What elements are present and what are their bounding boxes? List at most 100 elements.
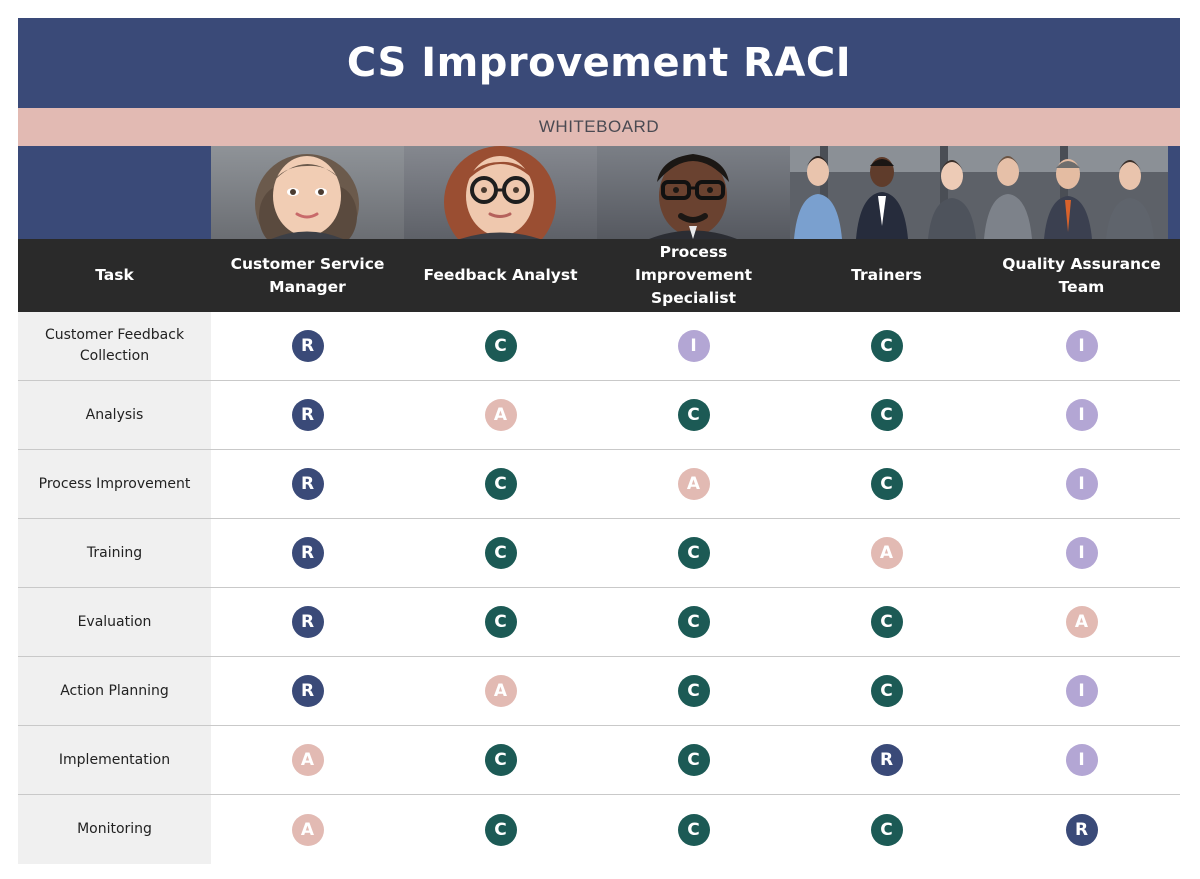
raci-cell: R: [211, 450, 404, 518]
raci-cell: C: [404, 450, 597, 518]
raci-cell: I: [983, 381, 1180, 449]
raci-badge: C: [677, 744, 710, 776]
raci-badge: C: [677, 813, 710, 846]
raci-cell: A: [597, 450, 790, 518]
column-header-role: Customer Service Manager: [230, 254, 385, 296]
raci-badge: C: [484, 744, 517, 776]
task-name: Analysis: [18, 381, 211, 449]
avatar-spacer: [18, 146, 211, 239]
raci-badge: C: [677, 675, 710, 707]
raci-cell: C: [404, 519, 597, 587]
raci-cell: C: [597, 795, 790, 864]
raci-badge: C: [484, 537, 517, 569]
raci-cell: R: [211, 519, 404, 587]
avatar-row: [18, 146, 1180, 239]
table-row: Analysis R A C C I: [18, 381, 1180, 450]
raci-badge: C: [484, 330, 517, 362]
table-row: Action Planning R A C C I: [18, 657, 1180, 726]
raci-cell: C: [597, 519, 790, 587]
raci-badge: R: [291, 468, 324, 500]
column-header-task: Task: [95, 266, 134, 284]
raci-cell: C: [404, 726, 597, 794]
task-name: Customer Feedback Collection: [18, 312, 211, 380]
raci-cell: I: [983, 726, 1180, 794]
raci-badge: C: [484, 468, 517, 500]
raci-badge: C: [484, 813, 517, 846]
customer-service-manager-avatar: [211, 146, 404, 239]
process-improvement-specialist-avatar: [597, 146, 790, 239]
raci-badge: I: [1065, 468, 1098, 500]
raci-badge: I: [1065, 675, 1098, 707]
raci-badge: R: [291, 399, 324, 431]
raci-cell: R: [211, 312, 404, 380]
raci-badge: C: [677, 606, 710, 638]
task-name: Process Improvement: [18, 450, 211, 518]
raci-badge: R: [291, 330, 324, 362]
raci-badge: C: [677, 399, 710, 431]
raci-badge: I: [1065, 330, 1098, 362]
table-row: Training R C C A I: [18, 519, 1180, 588]
task-name: Monitoring: [18, 795, 211, 864]
raci-cell: I: [983, 450, 1180, 518]
raci-badge: C: [870, 468, 903, 500]
raci-badge: I: [1065, 744, 1098, 776]
raci-sheet: CS Improvement RACI WHITEBOARD: [18, 18, 1180, 864]
page-title: CS Improvement RACI: [18, 18, 1180, 108]
raci-cell: I: [983, 657, 1180, 725]
raci-cell: I: [983, 312, 1180, 380]
raci-cell: C: [404, 795, 597, 864]
column-header-role: Process Improvement Specialist: [634, 243, 753, 307]
raci-badge: A: [870, 537, 903, 569]
feedback-analyst-avatar: [404, 146, 597, 239]
table-row: Process Improvement R C A C I: [18, 450, 1180, 519]
raci-cell: C: [790, 381, 983, 449]
raci-badge: I: [1065, 537, 1098, 569]
raci-badge: C: [870, 330, 903, 362]
raci-cell: C: [790, 450, 983, 518]
raci-badge: C: [677, 537, 710, 569]
page-subtitle: WHITEBOARD: [18, 108, 1180, 146]
raci-badge: C: [870, 606, 903, 638]
table-header-row: Task Customer Service Manager Feedback A…: [18, 239, 1180, 312]
raci-cell: C: [790, 588, 983, 656]
raci-cell: C: [597, 588, 790, 656]
raci-cell: C: [790, 657, 983, 725]
raci-cell: C: [404, 588, 597, 656]
task-name: Action Planning: [18, 657, 211, 725]
raci-cell: R: [790, 726, 983, 794]
raci-badge: C: [870, 813, 903, 846]
raci-cell: A: [790, 519, 983, 587]
raci-cell: A: [404, 381, 597, 449]
raci-cell: A: [211, 795, 404, 864]
column-header-role: Quality Assurance Team: [1002, 254, 1161, 296]
raci-cell: I: [597, 312, 790, 380]
raci-badge: C: [870, 675, 903, 707]
raci-cell: R: [211, 657, 404, 725]
raci-badge: A: [484, 399, 517, 431]
task-name: Evaluation: [18, 588, 211, 656]
raci-badge: C: [870, 399, 903, 431]
raci-badge: C: [484, 606, 517, 638]
raci-cell: A: [211, 726, 404, 794]
raci-badge: A: [1065, 606, 1098, 638]
raci-badge: A: [484, 675, 517, 707]
raci-cell: I: [983, 519, 1180, 587]
raci-badge: R: [291, 606, 324, 638]
raci-cell: R: [211, 588, 404, 656]
raci-cell: R: [983, 795, 1180, 864]
table-row: Monitoring A C C C R: [18, 795, 1180, 864]
raci-cell: C: [597, 381, 790, 449]
task-name: Training: [18, 519, 211, 587]
raci-badge: R: [291, 675, 324, 707]
raci-badge: A: [677, 468, 710, 500]
raci-cell: C: [597, 726, 790, 794]
task-name: Implementation: [18, 726, 211, 794]
raci-badge: I: [1065, 399, 1098, 431]
raci-cell: A: [404, 657, 597, 725]
table-row: Evaluation R C C C A: [18, 588, 1180, 657]
raci-badge: R: [1065, 813, 1098, 846]
raci-badge: I: [677, 330, 710, 362]
table-row: Customer Feedback Collection R C I C I: [18, 312, 1180, 381]
raci-badge: R: [870, 744, 903, 776]
trainers-and-qa-team-group-photo: [790, 146, 1168, 239]
